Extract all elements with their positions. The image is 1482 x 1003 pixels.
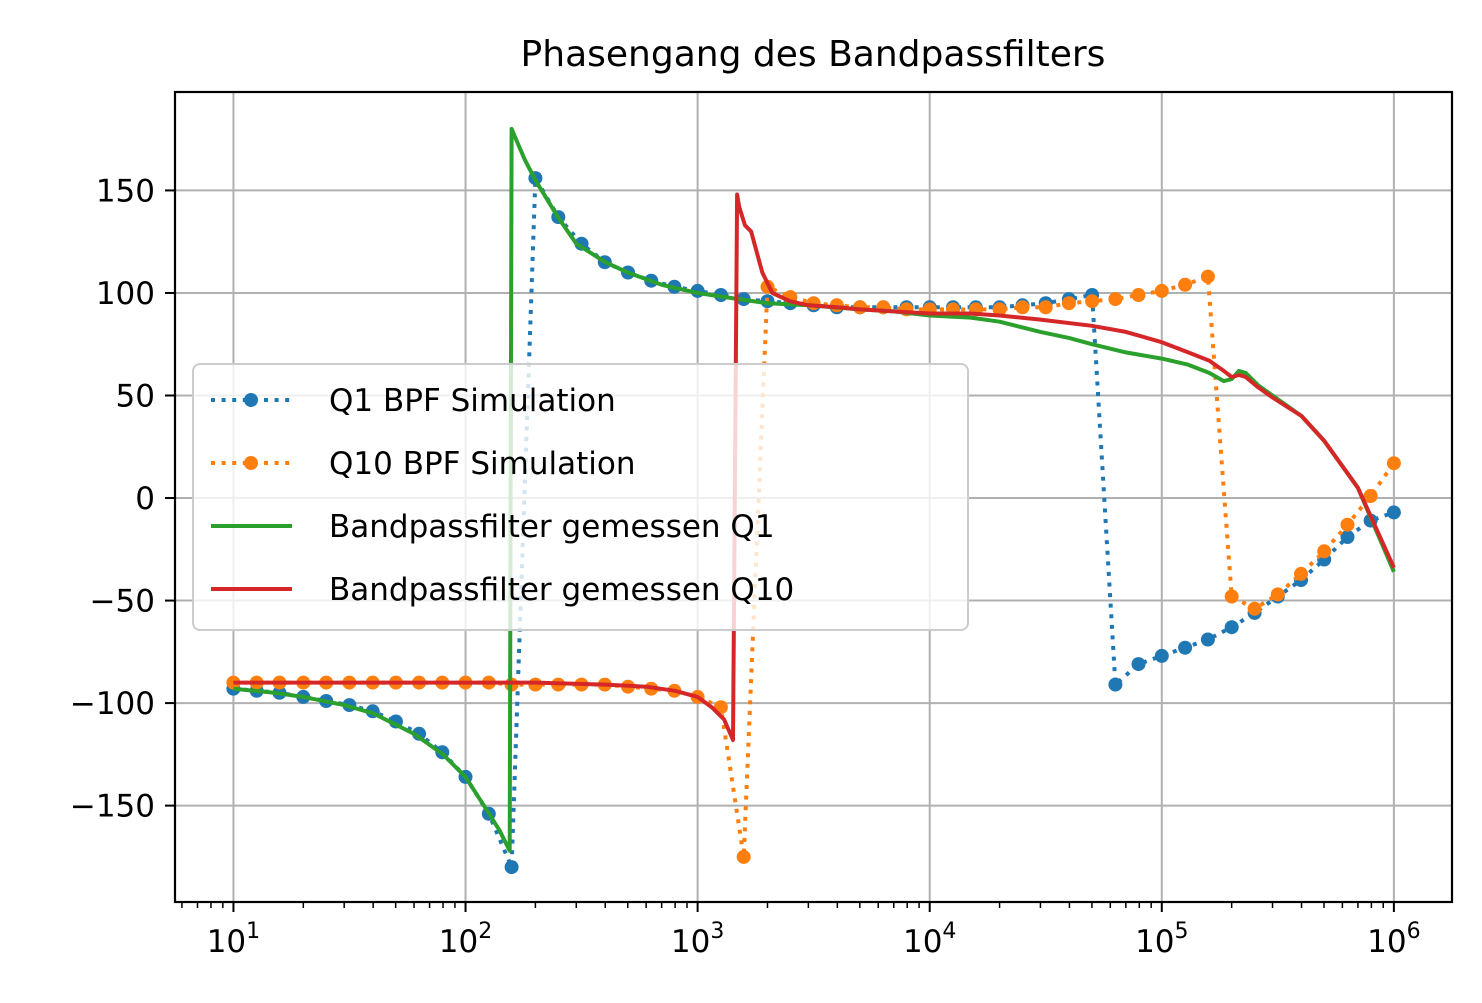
data-point bbox=[1224, 620, 1239, 635]
data-point bbox=[1200, 632, 1215, 647]
data-point bbox=[504, 860, 519, 875]
y-tick-label: 100 bbox=[96, 276, 155, 312]
y-tick-label: −150 bbox=[70, 789, 155, 825]
chart-title: Phasengang des Bandpassfilters bbox=[521, 34, 1106, 75]
data-point bbox=[1294, 566, 1308, 581]
data-point bbox=[1108, 292, 1123, 307]
data-point bbox=[1061, 296, 1076, 311]
data-point bbox=[1386, 505, 1401, 520]
data-point bbox=[1270, 587, 1285, 602]
x-tick-label: 102 bbox=[439, 919, 492, 960]
data-point bbox=[1340, 530, 1355, 544]
x-tick-label: 104 bbox=[903, 919, 956, 960]
data-point bbox=[1015, 300, 1030, 315]
legend-item: Bandpassfilter gemessen Q1 bbox=[211, 509, 775, 545]
data-point bbox=[1363, 489, 1378, 503]
x-tick-label: 105 bbox=[1135, 919, 1188, 960]
data-point bbox=[1386, 456, 1401, 471]
plot-frame bbox=[173, 90, 1454, 904]
data-point bbox=[1317, 544, 1332, 559]
axis-ticks: 101 102 103 104 105 106 150 100 50 0 −50 −100 −150 bbox=[70, 173, 1421, 960]
data-point bbox=[1340, 517, 1355, 532]
data-point bbox=[1131, 657, 1146, 672]
y-tick-label: 0 bbox=[135, 481, 155, 517]
legend-item: Q10 BPF Simulation bbox=[211, 446, 635, 482]
data-point bbox=[1200, 269, 1215, 284]
legend-label: Bandpassfilter gemessen Q10 bbox=[329, 572, 794, 608]
data-point bbox=[1131, 288, 1146, 302]
data-point bbox=[1247, 601, 1262, 616]
x-tick-label: 101 bbox=[207, 919, 260, 960]
data-point bbox=[1154, 283, 1169, 298]
legend-marker bbox=[244, 456, 258, 470]
series-layer bbox=[226, 126, 1401, 875]
legend-label: Bandpassfilter gemessen Q1 bbox=[329, 509, 775, 545]
legend-marker bbox=[244, 393, 258, 407]
data-point bbox=[1224, 589, 1239, 604]
data-point bbox=[1178, 640, 1193, 655]
data-point bbox=[1085, 294, 1100, 309]
data-point bbox=[1154, 648, 1169, 663]
data-point bbox=[736, 849, 751, 864]
legend-label: Q10 BPF Simulation bbox=[329, 446, 635, 482]
legend-box bbox=[192, 363, 969, 631]
series-line bbox=[233, 176, 1395, 870]
legend: Q1 BPF Simulation Q10 BPF Simulation Bandp… bbox=[192, 363, 969, 631]
legend-item: Bandpassfilter gemessen Q10 bbox=[211, 572, 794, 608]
y-tick-label: 150 bbox=[96, 173, 155, 209]
x-tick-label: 106 bbox=[1367, 919, 1420, 960]
series-4 bbox=[233, 192, 1396, 742]
data-point bbox=[1178, 277, 1193, 292]
data-point bbox=[992, 302, 1007, 317]
legend-label: Q1 BPF Simulation bbox=[329, 383, 616, 419]
y-tick-label: 50 bbox=[116, 378, 155, 414]
data-point bbox=[1108, 677, 1123, 692]
y-tick-label: −100 bbox=[70, 686, 155, 722]
x-tick-label: 103 bbox=[671, 919, 724, 960]
data-point bbox=[1038, 300, 1053, 315]
series-line bbox=[233, 192, 1396, 742]
y-tick-label: −50 bbox=[90, 584, 155, 620]
legend-item: Q1 BPF Simulation bbox=[211, 383, 616, 419]
